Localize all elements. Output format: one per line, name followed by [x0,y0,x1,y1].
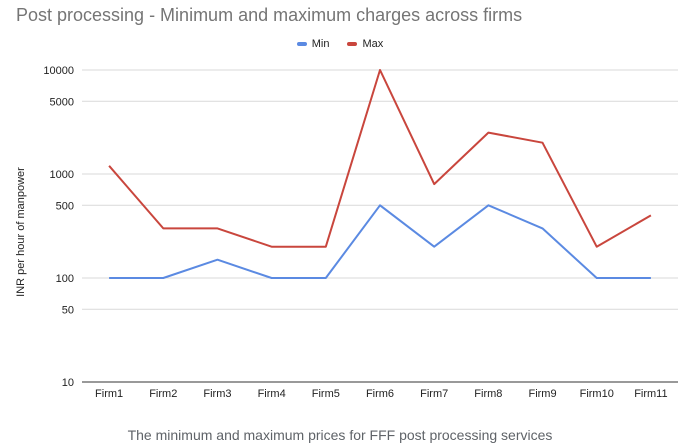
data-point-max[interactable] [378,68,383,73]
y-tick-label: 100 [56,273,74,285]
chart-title: Post processing - Minimum and maximum ch… [16,5,523,25]
data-point-max[interactable] [594,244,599,249]
x-tick-label: Firm4 [258,388,286,400]
data-point-min[interactable] [594,276,599,281]
legend-label-min: Min [311,38,330,50]
y-tick-label: 50 [62,304,74,316]
data-point-max[interactable] [648,213,653,218]
x-tick-label: Firm7 [420,388,448,400]
y-tick-label: 10000 [43,65,74,77]
y-tick-label: 500 [56,200,74,212]
x-tick-label: Firm2 [149,388,177,400]
x-tick-label: Firm5 [312,388,340,400]
y-tick-label: 10 [62,377,74,389]
y-tick-label: 1000 [50,169,74,181]
legend-label-max: Max [362,38,384,50]
data-point-min[interactable] [378,203,383,208]
chart-caption: The minimum and maximum prices for FFF p… [127,427,553,443]
data-point-min[interactable] [486,203,491,208]
series-line-max[interactable] [108,69,652,248]
legend: Min Max [0,38,680,50]
data-point-max[interactable] [107,163,112,168]
legend-swatch-max [347,42,358,46]
data-point-min[interactable] [269,276,274,281]
data-point-min[interactable] [540,226,545,231]
y-axis-label: INR per hour of manpower [15,167,27,297]
series-line-min[interactable] [109,204,651,279]
data-point-min[interactable] [432,244,437,249]
legend-swatch-min [296,42,307,46]
data-point-max[interactable] [486,130,491,135]
x-tick-label: Firm1 [95,388,123,400]
x-tick-label: Firm10 [580,388,614,400]
data-point-min[interactable] [323,276,328,281]
legend-item-min[interactable]: Min [296,38,330,50]
data-point-min[interactable] [107,276,112,281]
legend-item-max[interactable]: Max [347,38,383,50]
data-point-max[interactable] [269,244,274,249]
data-point-max[interactable] [323,244,328,249]
data-point-min[interactable] [161,276,166,281]
data-point-max[interactable] [432,182,437,187]
data-point-max[interactable] [161,226,166,231]
x-tick-label: Firm9 [528,388,556,400]
y-tick-label: 5000 [50,96,74,108]
x-tick-label: Firm6 [366,388,394,400]
x-tick-label: Firm3 [203,388,231,400]
data-point-min[interactable] [648,276,653,281]
data-point-max[interactable] [215,226,220,231]
data-point-min[interactable] [215,257,220,262]
data-point-max[interactable] [540,140,545,145]
x-tick-label: Firm11 [634,388,667,400]
x-tick-label: Firm8 [474,388,502,400]
